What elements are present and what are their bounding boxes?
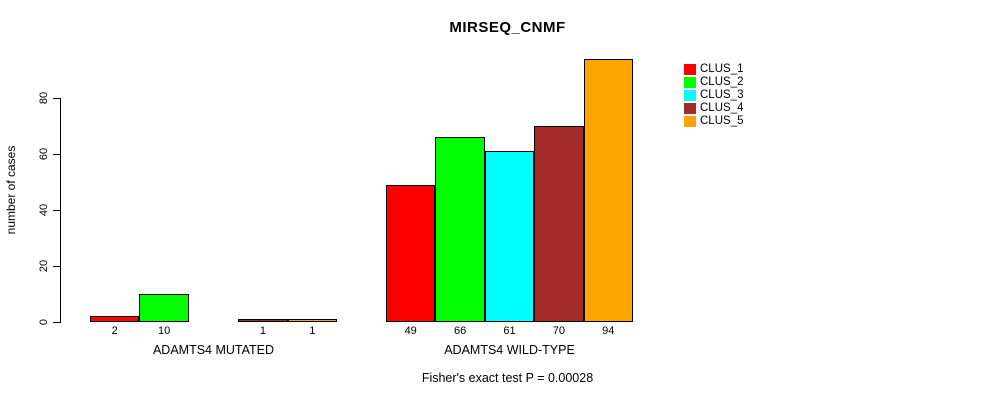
y-tick bbox=[53, 98, 60, 99]
legend-swatch-clus_1 bbox=[684, 64, 696, 75]
y-tick bbox=[53, 210, 60, 211]
group-label: ADAMTS4 WILD-TYPE bbox=[444, 343, 575, 357]
legend-swatch-clus_4 bbox=[684, 103, 696, 114]
legend-label: CLUS_4 bbox=[700, 102, 744, 114]
bar-clus_1-group1 bbox=[386, 184, 436, 322]
bar-clus_2-group0 bbox=[139, 294, 189, 322]
y-axis-label: number of cases bbox=[4, 145, 18, 235]
bar-value-label: 70 bbox=[552, 325, 566, 337]
bar-clus_3-group1 bbox=[484, 151, 535, 322]
bar-clus_1-group0 bbox=[90, 316, 140, 322]
legend-label: CLUS_1 bbox=[700, 63, 744, 75]
annotation-text: Fisher's exact test P = 0.00028 bbox=[421, 371, 594, 385]
y-tick bbox=[53, 266, 60, 267]
legend-label: CLUS_3 bbox=[700, 89, 744, 101]
bar-value-label: 61 bbox=[503, 325, 516, 337]
legend-swatch-clus_2 bbox=[684, 77, 696, 88]
legend-swatch-clus_5 bbox=[684, 116, 696, 127]
bar-value-label: 66 bbox=[453, 325, 467, 337]
group-label: ADAMTS4 MUTATED bbox=[152, 343, 275, 357]
bar-clus_5-group0 bbox=[287, 319, 337, 322]
y-tick bbox=[53, 322, 60, 323]
bar-value-label: 2 bbox=[111, 325, 118, 337]
y-tick-label: 20 bbox=[38, 259, 50, 273]
chart-title: MIRSEQ_CNMF bbox=[449, 19, 566, 36]
bar-value-label: 1 bbox=[259, 325, 266, 337]
y-tick-label: 40 bbox=[38, 203, 50, 217]
bar-clus_4-group0 bbox=[238, 319, 288, 322]
bar-value-label: 10 bbox=[157, 325, 171, 337]
bar-clus_4-group1 bbox=[534, 126, 584, 322]
legend-label: CLUS_2 bbox=[700, 76, 744, 88]
y-tick-label: 80 bbox=[38, 91, 50, 105]
bar-value-label: 1 bbox=[309, 325, 316, 337]
bar-value-label: 94 bbox=[602, 325, 615, 337]
bar-clus_2-group1 bbox=[435, 137, 485, 322]
y-tick-label: 60 bbox=[38, 147, 50, 161]
legend-label: CLUS_5 bbox=[700, 115, 744, 127]
y-tick bbox=[53, 154, 60, 155]
bar-clus_5-group1 bbox=[583, 58, 633, 322]
y-tick-label: 0 bbox=[38, 318, 50, 326]
bar-value-label: 49 bbox=[404, 325, 417, 337]
y-axis-line bbox=[60, 98, 61, 323]
legend-swatch-clus_3 bbox=[684, 90, 696, 101]
